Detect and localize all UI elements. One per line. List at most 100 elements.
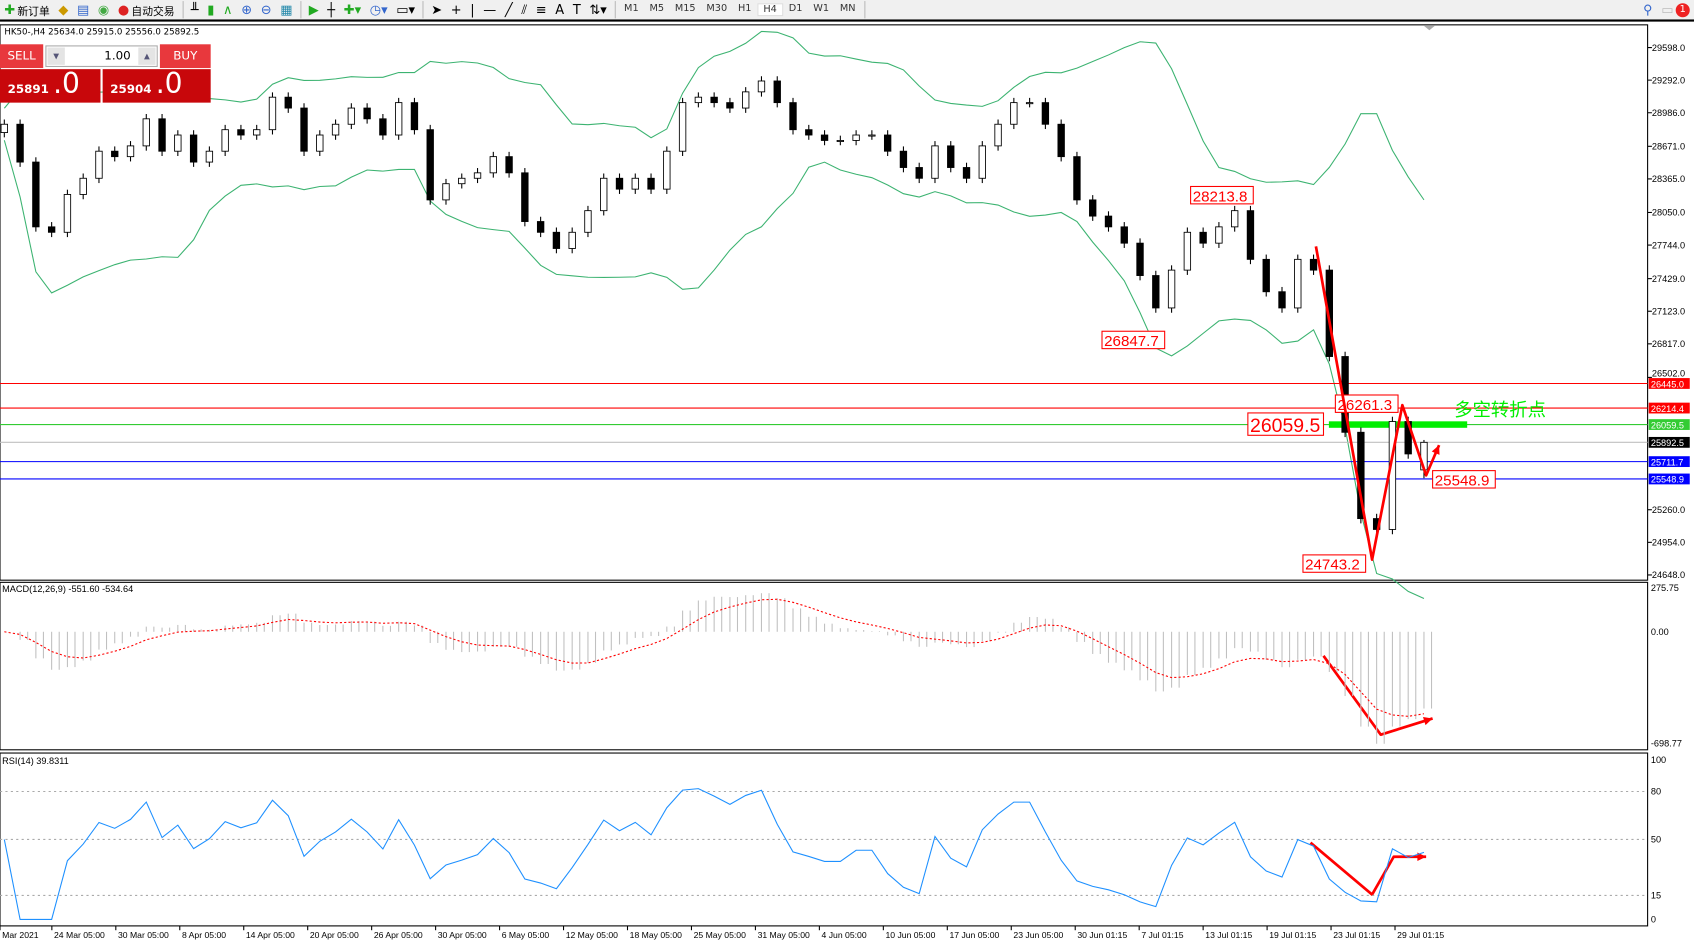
candle	[789, 97, 797, 135]
tile-windows-icon[interactable]: ▦	[280, 2, 293, 18]
rsi-tick-label: 80	[1651, 787, 1661, 797]
candle-body	[1104, 215, 1113, 228]
zoom-out-icon[interactable]: ⊖	[260, 2, 272, 18]
timeframe-d1[interactable]: D1	[788, 3, 803, 15]
chart-canvas[interactable]: 26445.0 26214.4 26059.5 25892.5 25711.7 25548…	[0, 24, 1694, 943]
candle	[126, 141, 135, 162]
pivot-annotation: 多空转折点	[1454, 399, 1546, 420]
candle	[678, 97, 687, 157]
text-icon[interactable]: A	[555, 2, 565, 18]
time-tick-label: 25 May 05:00	[694, 930, 746, 940]
candle-body	[1057, 123, 1065, 158]
auto-trading-button[interactable]: ● 自动交易	[117, 2, 175, 18]
candle-body	[221, 129, 229, 152]
candle	[584, 205, 592, 238]
increase-lot-button[interactable]: ▲	[138, 47, 156, 65]
candle	[473, 168, 482, 184]
periods-icon[interactable]: ◷▾	[369, 2, 388, 18]
bollinger-lower-band	[3, 140, 1425, 600]
time-tick-label: 7 Jul 01:15	[1141, 930, 1183, 940]
candle-body	[363, 107, 371, 120]
price-tick-label: 24648.0	[1652, 570, 1685, 580]
sell-button[interactable]: SELL	[0, 44, 44, 69]
candle	[742, 87, 750, 113]
price-tick-label: 26502.0	[1652, 368, 1685, 378]
price-label-box	[1334, 394, 1399, 413]
price-tag-label: 26059.5	[1651, 420, 1684, 430]
timeframe-h4[interactable]: H4	[756, 3, 784, 17]
candlestick-icon[interactable]: ▮	[207, 2, 215, 18]
candle-body	[16, 123, 24, 163]
crosshair-icon[interactable]: +	[450, 2, 462, 18]
horizontal-line-icon[interactable]: —	[483, 2, 497, 18]
line-chart-icon[interactable]: ∧	[223, 2, 233, 18]
price-tag	[1648, 419, 1690, 430]
fibonacci-icon[interactable]: ≡	[535, 2, 547, 18]
price-label: 26261.3	[1338, 397, 1393, 414]
candle	[16, 119, 24, 167]
timeframe-w1[interactable]: W1	[813, 3, 830, 15]
candle	[331, 119, 340, 140]
bar-chart-icon[interactable]: ╨	[190, 2, 199, 18]
decrease-lot-button[interactable]: ▼	[47, 47, 65, 65]
navigator-icon[interactable]: ▤	[77, 2, 90, 18]
arrows-icon[interactable]: ⇅▾	[589, 2, 607, 18]
candle	[316, 130, 324, 157]
price-tick-label: 24954.0	[1652, 538, 1685, 548]
candle	[174, 130, 182, 157]
timeframe-h1[interactable]: H1	[737, 3, 752, 15]
timeframe-bar: M1 M5 M15 M30 H1 H4 D1 W1 MN	[619, 3, 861, 17]
candle	[363, 103, 371, 124]
cursor-icon[interactable]: ➤	[431, 2, 443, 18]
buy-price-button[interactable]: 25904 .0	[102, 69, 211, 103]
candle	[79, 173, 87, 200]
time-tick-label: Mar 2021	[2, 930, 39, 940]
signals-icon[interactable]: ◉	[97, 2, 110, 18]
equidistant-channel-icon[interactable]: ⫽	[521, 2, 528, 18]
candle-body	[1025, 102, 1034, 105]
time-tick-label: 13 Jul 01:15	[1205, 930, 1252, 940]
candle	[32, 157, 40, 232]
timeframe-m30[interactable]: M30	[706, 3, 728, 15]
candle	[1136, 238, 1144, 281]
price-tick-label: 29292.0	[1652, 75, 1685, 85]
candle-body	[584, 210, 592, 233]
timeframe-m1[interactable]: M1	[624, 3, 639, 15]
zoom-in-icon[interactable]: ⊕	[241, 2, 253, 18]
trendline-icon[interactable]: ╱	[504, 2, 513, 18]
templates-icon[interactable]: ▭▾	[396, 2, 416, 18]
auto-trading-icon: ●	[117, 2, 130, 18]
price-tick-label: 27123.0	[1652, 306, 1685, 316]
lot-size-input[interactable]: ▼ 1.00 ▲	[45, 45, 158, 67]
time-tick-label: 29 Jul 01:15	[1397, 930, 1444, 940]
buy-button[interactable]: BUY	[159, 44, 211, 69]
timeframe-mn[interactable]: MN	[839, 3, 856, 15]
new-order-button[interactable]: ✚ 新订单	[4, 2, 50, 18]
candle-body	[1294, 258, 1302, 309]
candle-body	[947, 145, 955, 168]
candle-body	[253, 129, 261, 136]
notifications-button[interactable]: ▭ 1	[1657, 0, 1694, 19]
timeframe-m15[interactable]: M15	[674, 3, 696, 15]
candle-body	[1262, 258, 1270, 293]
vertical-line-icon[interactable]: |	[470, 2, 475, 18]
autoscroll-icon[interactable]: ▶	[308, 2, 319, 18]
candle-body	[521, 172, 529, 222]
search-icon[interactable]: ⚲	[1643, 2, 1653, 18]
candle	[221, 124, 229, 157]
text-label-icon[interactable]: T	[572, 2, 581, 18]
candle	[931, 141, 939, 184]
candle	[1057, 119, 1065, 162]
candle-body	[284, 96, 292, 109]
chart-shift-icon[interactable]: ┼	[327, 2, 336, 18]
market-watch-icon[interactable]: ◆	[58, 2, 69, 18]
candle-body	[189, 134, 198, 163]
candle-body	[331, 123, 340, 136]
indicators-icon[interactable]: ✚▾	[343, 2, 362, 18]
candle-body	[1199, 231, 1207, 244]
macd-signal-line	[4, 598, 1425, 717]
candle-body	[63, 194, 72, 233]
candle	[773, 76, 781, 108]
sell-price-button[interactable]: 25891 .0	[0, 69, 101, 103]
timeframe-m5[interactable]: M5	[649, 3, 665, 15]
